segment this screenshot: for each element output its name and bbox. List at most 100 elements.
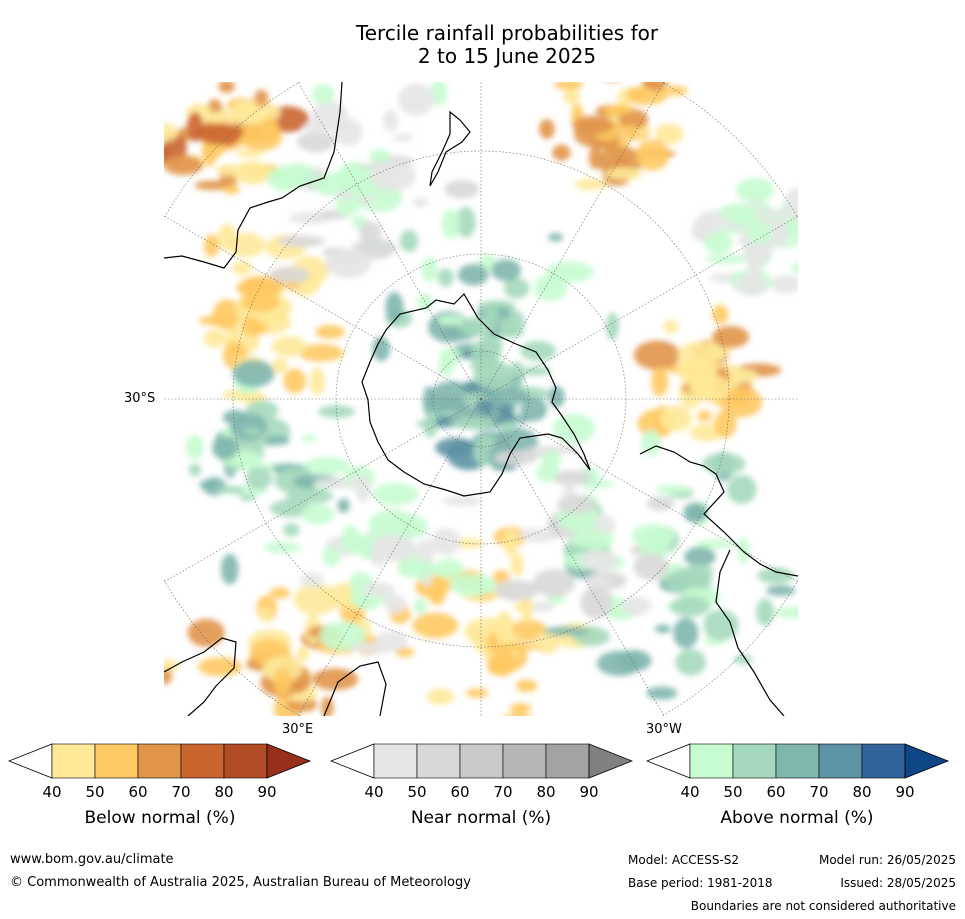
south-america-coast-2 bbox=[715, 549, 785, 716]
probability-blob bbox=[430, 528, 461, 556]
probability-blob bbox=[684, 546, 716, 567]
probability-blob bbox=[515, 679, 538, 693]
colorbar-extend-high bbox=[588, 743, 634, 779]
chart-title: Tercile rainfall probabilities for 2 to … bbox=[0, 22, 965, 68]
footer-base-period: Base period: 1981-2018 bbox=[628, 876, 773, 890]
probability-blob bbox=[422, 386, 435, 417]
probability-blob bbox=[631, 524, 676, 548]
probability-blob bbox=[563, 87, 580, 105]
probability-blob bbox=[702, 453, 746, 475]
probability-blob bbox=[703, 609, 739, 641]
colorbar-swatch bbox=[775, 743, 820, 779]
probability-blob bbox=[233, 160, 271, 185]
probability-blob bbox=[395, 647, 415, 658]
footer-model: Model: ACCESS-S2 bbox=[628, 853, 740, 867]
colorbar-extend-high bbox=[904, 743, 950, 779]
probability-blob bbox=[289, 692, 313, 703]
probability-blob bbox=[416, 293, 434, 311]
antarctica-coast bbox=[361, 293, 591, 497]
probability-blob bbox=[621, 125, 638, 141]
probability-blob bbox=[293, 583, 339, 615]
probability-blob bbox=[271, 357, 289, 374]
new-zealand-coast bbox=[429, 110, 471, 187]
colorbar-swatch bbox=[180, 743, 225, 779]
probability-blob bbox=[683, 502, 708, 523]
australia-coast bbox=[164, 82, 343, 269]
lon-label-30e: 30°E bbox=[282, 722, 314, 737]
probability-blob bbox=[480, 400, 493, 416]
footer-website[interactable]: www.bom.gov.au/climate bbox=[10, 852, 174, 867]
probability-blob bbox=[300, 572, 325, 588]
probability-blob bbox=[232, 359, 275, 388]
probability-blob bbox=[302, 121, 344, 131]
probability-blob bbox=[350, 477, 365, 486]
probability-blob bbox=[633, 553, 669, 581]
probability-blob bbox=[339, 533, 375, 554]
probability-blob bbox=[486, 633, 500, 652]
colorbar-swatch bbox=[861, 743, 906, 779]
probability-blob bbox=[756, 598, 774, 626]
probability-blob bbox=[651, 366, 669, 397]
probability-blob bbox=[271, 336, 308, 357]
probability-field bbox=[164, 82, 798, 716]
probability-blob bbox=[746, 245, 763, 277]
probability-blob bbox=[324, 248, 372, 279]
colorbar-above-title: Above normal (%) bbox=[720, 808, 874, 828]
probability-blob bbox=[229, 412, 268, 441]
probability-blob bbox=[283, 368, 307, 394]
probability-blob bbox=[675, 649, 707, 676]
probability-blob bbox=[539, 119, 555, 139]
lon-label-30w: 30°W bbox=[646, 722, 682, 737]
probability-blob bbox=[264, 435, 290, 445]
probability-blob bbox=[412, 612, 459, 639]
probability-blob bbox=[790, 262, 798, 274]
probability-blob bbox=[371, 534, 418, 562]
probability-blob bbox=[185, 434, 204, 460]
colorbar-tick-label: 40 bbox=[42, 783, 62, 801]
probability-blob bbox=[495, 642, 541, 651]
probability-blob bbox=[712, 304, 729, 325]
probability-blob bbox=[532, 568, 576, 597]
probability-blob bbox=[433, 558, 465, 579]
probability-blob bbox=[520, 397, 548, 422]
colorbar-swatch bbox=[137, 743, 182, 779]
probability-blob bbox=[226, 232, 266, 258]
probability-blob bbox=[534, 632, 560, 654]
colorbar-near-title: Near normal (%) bbox=[410, 808, 552, 828]
probability-blob bbox=[588, 146, 603, 170]
probability-blob bbox=[337, 498, 350, 513]
probability-blob bbox=[244, 427, 262, 436]
colorbar-extend-low bbox=[646, 743, 691, 779]
probability-blob bbox=[382, 109, 399, 132]
probability-blob bbox=[412, 197, 429, 208]
probability-blob bbox=[465, 688, 489, 698]
probability-blob bbox=[309, 367, 325, 396]
probability-blob bbox=[385, 291, 404, 323]
probability-blob bbox=[736, 177, 775, 203]
probability-blob bbox=[574, 178, 608, 191]
probability-blob bbox=[267, 165, 305, 192]
probability-blob bbox=[495, 611, 514, 639]
probability-blob bbox=[399, 229, 419, 253]
probability-blob bbox=[757, 567, 795, 584]
title-line-1: Tercile rainfall probabilities for bbox=[355, 21, 659, 45]
footer-issued: Issued: 28/05/2025 bbox=[840, 876, 956, 890]
colorbar-swatch bbox=[373, 743, 418, 779]
africa-coast-2 bbox=[323, 661, 387, 716]
probability-blob bbox=[164, 123, 179, 142]
probability-blob bbox=[541, 450, 562, 470]
probability-blob bbox=[519, 366, 553, 376]
colorbar-tick-label: 80 bbox=[536, 783, 556, 801]
probability-blob bbox=[195, 123, 243, 145]
probability-blob bbox=[319, 621, 366, 651]
probability-blob bbox=[695, 539, 737, 549]
probability-blob bbox=[636, 139, 670, 171]
probability-blob bbox=[245, 467, 273, 490]
probability-blob bbox=[786, 212, 798, 241]
probability-blob bbox=[392, 133, 413, 142]
probability-blob bbox=[277, 235, 326, 248]
probability-blob bbox=[661, 85, 688, 96]
probability-blob bbox=[372, 482, 419, 506]
probability-blob bbox=[301, 503, 335, 525]
probability-blob bbox=[298, 344, 344, 362]
